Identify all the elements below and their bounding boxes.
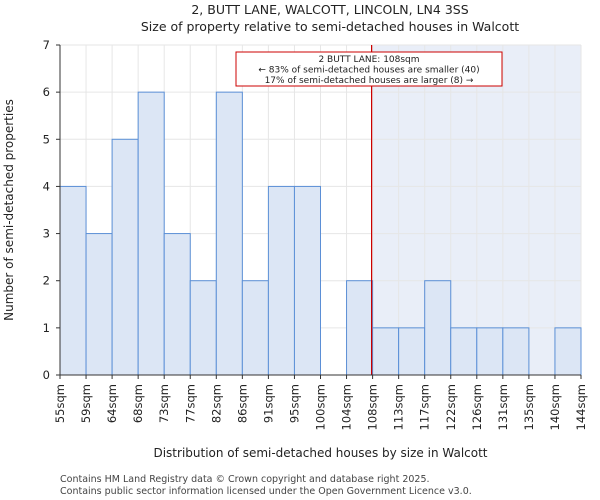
chart-title: 2, BUTT LANE, WALCOTT, LINCOLN, LN4 3SS (191, 2, 468, 17)
x-tick-label: 68sqm (131, 384, 145, 423)
x-tick-label: 59sqm (79, 384, 93, 423)
bar (502, 327, 530, 376)
x-tick-label: 95sqm (287, 384, 301, 423)
bar (163, 233, 191, 376)
x-tick-label: 126sqm (470, 384, 484, 430)
bars-layer (59, 91, 582, 376)
x-tick-label: 86sqm (235, 384, 249, 423)
x-tick-label: 144sqm (574, 384, 588, 430)
x-axis-label: Distribution of semi-detached houses by … (153, 446, 487, 460)
y-tick-label: 6 (43, 85, 50, 99)
x-tick-label: 108sqm (366, 384, 380, 430)
y-tick-label: 1 (43, 321, 50, 335)
x-tick-label: 55sqm (53, 384, 67, 423)
x-tick-label: 140sqm (548, 384, 562, 430)
bar (137, 91, 165, 376)
x-tick-label: 73sqm (157, 384, 171, 423)
bar (85, 233, 113, 376)
x-tick-label: 122sqm (444, 384, 458, 430)
bar (189, 280, 217, 376)
footer-line-1: Contains HM Land Registry data © Crown c… (60, 474, 430, 485)
x-tick-labels: 55sqm 59sqm 64sqm 68sqm 73sqm 77sqm 82sqm 86sqm… (53, 384, 588, 430)
bar (241, 280, 269, 376)
y-tick-label: 0 (43, 368, 50, 382)
marker-annotation: 2 BUTT LANE: 108sqm ← 83% of semi-detach… (235, 51, 503, 87)
x-tick-label: 64sqm (105, 384, 119, 423)
bar (59, 185, 87, 376)
x-tick-label: 77sqm (183, 384, 197, 423)
x-tick-label: 104sqm (340, 384, 354, 430)
bar (346, 280, 374, 376)
x-tick-label: 82sqm (209, 384, 223, 423)
bar (476, 327, 504, 376)
x-tick-label: 131sqm (496, 384, 510, 430)
x-tick-label: 117sqm (418, 384, 432, 430)
bar (267, 185, 295, 376)
footer-line-2: Contains public sector information licen… (60, 486, 472, 497)
annotation-box (235, 51, 503, 87)
bar (398, 327, 426, 376)
x-tick-label: 113sqm (392, 384, 406, 430)
y-axis-label: Number of semi-detached properties (2, 99, 16, 321)
y-tick-label: 4 (43, 179, 50, 193)
x-tick-label: 91sqm (261, 384, 275, 423)
axes-layer (56, 44, 582, 379)
bar (215, 91, 243, 376)
x-tick-label: 135sqm (522, 384, 536, 430)
y-tick-label: 3 (43, 227, 50, 241)
bar (450, 327, 478, 376)
chart-subtitle: Size of property relative to semi-detach… (141, 19, 519, 34)
bar (424, 280, 452, 376)
annotation-line-3: 17% of semi-detached houses are larger (… (265, 76, 474, 86)
bar (372, 327, 400, 376)
bar (293, 185, 322, 376)
y-tick-label: 7 (43, 38, 50, 52)
annotation-line-2: ← 83% of semi-detached houses are smalle… (258, 66, 479, 76)
annotation-line-1: 2 BUTT LANE: 108sqm (318, 55, 419, 65)
y-tick-label: 2 (43, 274, 50, 288)
x-tick-label: 100sqm (314, 384, 328, 430)
bar (111, 138, 139, 376)
y-tick-labels: 0 1 2 3 4 5 6 7 (43, 38, 50, 382)
bar (554, 327, 582, 376)
y-tick-label: 5 (43, 132, 50, 146)
